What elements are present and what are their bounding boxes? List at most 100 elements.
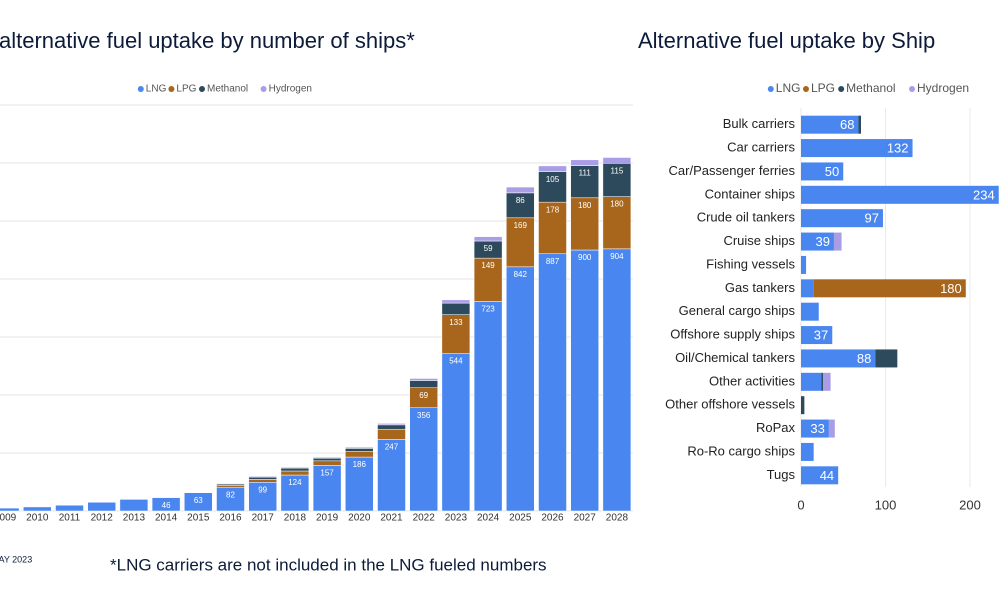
bar-segment bbox=[248, 475, 277, 478]
legend-label: Hydrogen bbox=[917, 81, 969, 95]
data-label: 46 bbox=[162, 501, 171, 510]
data-label: 234 bbox=[973, 187, 995, 202]
bar-segment bbox=[538, 165, 567, 172]
data-label: 900 bbox=[578, 253, 592, 262]
source: MAY 2023 bbox=[0, 554, 32, 564]
legend-swatch bbox=[137, 86, 144, 92]
x-tick-label: 2016 bbox=[219, 513, 242, 524]
chart-title: Alternative fuel uptake by Ship bbox=[638, 28, 935, 53]
y-tick-label: Other activities bbox=[709, 373, 795, 388]
bar-segment bbox=[801, 139, 913, 158]
x-tick-label: 2015 bbox=[187, 513, 210, 524]
x-tick-label: 2014 bbox=[155, 513, 178, 524]
bar-segment bbox=[248, 482, 277, 512]
bar-segment bbox=[822, 372, 831, 391]
bar-segment bbox=[184, 492, 213, 512]
data-label: 50 bbox=[825, 164, 839, 179]
bar-segment bbox=[87, 502, 116, 512]
legend-label: LNG bbox=[776, 81, 801, 95]
bar-segment bbox=[377, 439, 406, 512]
x-tick-label: 2017 bbox=[252, 513, 275, 524]
bar-segment bbox=[602, 163, 632, 197]
bar-segment bbox=[280, 474, 310, 512]
bar-segment bbox=[875, 349, 898, 368]
bar-segment bbox=[312, 465, 342, 512]
data-label: 169 bbox=[514, 221, 528, 230]
data-label: 33 bbox=[810, 421, 824, 436]
bar-segment bbox=[801, 232, 834, 251]
bar-segment bbox=[55, 504, 84, 512]
bar-segment bbox=[473, 236, 503, 242]
bar-segment bbox=[441, 314, 471, 354]
data-label: 356 bbox=[417, 411, 431, 420]
x-tick-label: 2010 bbox=[26, 513, 49, 524]
data-label: 39 bbox=[815, 234, 829, 249]
data-label: 544 bbox=[449, 356, 463, 365]
bar-segment bbox=[312, 457, 342, 462]
y-tick-label: Offshore supply ships bbox=[670, 327, 795, 342]
bar-segment bbox=[538, 171, 567, 203]
bar-segment bbox=[801, 302, 819, 321]
legend-label: Hydrogen bbox=[269, 84, 312, 95]
bar-segment bbox=[801, 372, 822, 391]
x-tick-label: 2025 bbox=[509, 513, 532, 524]
bar-segment bbox=[801, 209, 883, 228]
data-label: 132 bbox=[887, 141, 909, 156]
bar-segment bbox=[570, 249, 599, 512]
x-tick-label: 0 bbox=[797, 497, 804, 512]
x-tick-label: 2023 bbox=[445, 513, 468, 524]
bar-segment bbox=[345, 456, 374, 512]
bar-segment bbox=[801, 255, 807, 274]
bar-segment bbox=[801, 442, 814, 461]
x-tick-label: 100 bbox=[875, 497, 897, 512]
x-tick-label: 2022 bbox=[413, 513, 436, 524]
y-tick-label: Gas tankers bbox=[725, 280, 796, 295]
bar-segment bbox=[473, 301, 503, 512]
x-tick-label: 2018 bbox=[284, 513, 307, 524]
y-tick-label: Oil/Chemical tankers bbox=[675, 350, 795, 365]
data-label: 97 bbox=[864, 211, 878, 226]
data-label: 69 bbox=[419, 391, 428, 400]
bar-segment bbox=[801, 466, 839, 485]
bar-segment bbox=[602, 196, 632, 250]
data-label: 180 bbox=[610, 200, 624, 209]
bar-segment bbox=[248, 479, 277, 483]
legend-label: Methanol bbox=[846, 81, 895, 95]
y-tick-label: Ro-Ro cargo ships bbox=[687, 443, 795, 458]
data-label: 723 bbox=[481, 304, 495, 313]
x-tick-label: 200 bbox=[959, 497, 981, 512]
data-label: 63 bbox=[194, 496, 203, 505]
x-tick-label: 2021 bbox=[380, 513, 403, 524]
y-tick-label: Tugs bbox=[767, 467, 796, 482]
x-tick-label: 2020 bbox=[348, 513, 371, 524]
data-label: 111 bbox=[579, 169, 592, 178]
data-label: 887 bbox=[546, 257, 560, 266]
y-tick-label: Car/Passenger ferries bbox=[669, 163, 796, 178]
data-label: 105 bbox=[546, 175, 560, 184]
y-tick-label: Cruise ships bbox=[723, 233, 795, 248]
bar-segment bbox=[538, 201, 567, 255]
legend-swatch bbox=[767, 86, 774, 92]
legend-label: LPG bbox=[811, 81, 835, 95]
y-tick-label: Container ships bbox=[705, 186, 796, 201]
y-tick-label: Car carriers bbox=[727, 140, 795, 155]
bar-segment bbox=[345, 448, 374, 452]
bar-segment bbox=[801, 279, 814, 298]
bar-segment bbox=[312, 457, 342, 459]
data-label: 180 bbox=[578, 201, 592, 210]
x-tick-label: 2009 bbox=[0, 513, 17, 524]
bar-segment bbox=[280, 467, 310, 472]
bar-segment bbox=[441, 302, 471, 315]
bar-segment bbox=[0, 507, 20, 512]
bar-segment bbox=[441, 352, 471, 512]
data-label: 44 bbox=[820, 468, 834, 483]
y-tick-label: Other offshore vessels bbox=[665, 397, 795, 412]
bar-segment bbox=[216, 485, 245, 488]
data-label: 149 bbox=[481, 261, 495, 270]
data-label: 68 bbox=[840, 117, 854, 132]
bar-segment bbox=[409, 380, 438, 388]
bar-segment bbox=[280, 466, 310, 469]
data-label: 88 bbox=[857, 351, 871, 366]
